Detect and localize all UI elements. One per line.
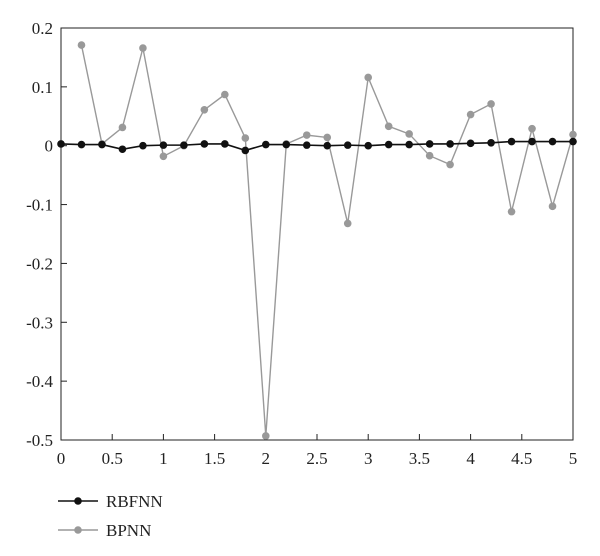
data-point-rbfnn xyxy=(57,140,65,148)
data-point-bpnn xyxy=(139,44,147,52)
x-tick-label: 3.5 xyxy=(409,449,430,468)
series-layer xyxy=(57,41,577,440)
data-point-bpnn xyxy=(528,124,536,133)
y-tick-label: 0 xyxy=(45,137,54,156)
legend: RBFNN BPNN xyxy=(58,492,163,540)
data-point-rbfnn xyxy=(241,146,250,155)
x-tick-label: 4 xyxy=(466,449,475,468)
data-point-rbfnn xyxy=(487,138,495,147)
y-tick-label: -0.4 xyxy=(26,372,53,391)
data-point-rbfnn xyxy=(405,140,413,149)
x-tick-label: 1 xyxy=(159,449,168,468)
x-tick-label: 4.5 xyxy=(511,449,532,468)
x-tick-label: 0 xyxy=(57,449,66,468)
data-point-rbfnn xyxy=(528,137,536,146)
x-tick-label: 5 xyxy=(569,449,578,468)
y-tick-label: 0.2 xyxy=(32,19,53,38)
y-tick-label: 0.1 xyxy=(32,78,53,97)
plot-area-border xyxy=(60,27,574,441)
data-point-rbfnn xyxy=(262,140,270,149)
data-point-rbfnn xyxy=(466,139,475,148)
data-point-rbfnn xyxy=(221,140,229,148)
x-tick-label: 1.5 xyxy=(204,449,225,468)
data-point-rbfnn xyxy=(98,140,106,149)
y-tick-label: -0.1 xyxy=(26,196,53,215)
data-point-bpnn xyxy=(118,123,127,132)
y-tick-label: -0.2 xyxy=(26,254,53,273)
y-tick-label: -0.3 xyxy=(26,313,53,332)
data-point-rbfnn xyxy=(159,141,168,149)
data-point-bpnn xyxy=(302,131,311,139)
data-point-bpnn xyxy=(221,90,229,99)
data-point-rbfnn xyxy=(343,141,352,149)
data-point-rbfnn xyxy=(118,145,127,154)
data-point-bpnn xyxy=(159,152,168,161)
data-point-bpnn xyxy=(262,432,270,440)
data-point-rbfnn xyxy=(569,137,577,146)
data-point-bpnn xyxy=(446,160,454,169)
data-point-bpnn xyxy=(548,202,557,211)
x-tick-label: 2 xyxy=(262,449,271,468)
data-point-bpnn xyxy=(405,130,413,138)
data-point-rbfnn xyxy=(548,137,557,146)
data-point-rbfnn xyxy=(507,137,516,146)
data-point-bpnn xyxy=(487,100,495,108)
data-point-bpnn xyxy=(200,106,209,114)
data-point-bpnn xyxy=(364,73,373,82)
legend-marker-rbfnn xyxy=(74,497,82,505)
data-point-rbfnn xyxy=(180,141,188,149)
data-point-bpnn xyxy=(384,122,393,131)
data-point-bpnn xyxy=(466,110,475,119)
data-point-bpnn xyxy=(507,207,516,216)
data-point-rbfnn xyxy=(200,140,209,148)
data-point-rbfnn xyxy=(323,141,332,150)
series-line-rbfnn xyxy=(60,140,573,152)
data-point-bpnn xyxy=(77,41,86,49)
x-axis-ticks: 0 0.5 1 1.5 2 2.5 3 3.5 4 4.5 5 xyxy=(57,434,578,468)
x-tick-label: 3 xyxy=(364,449,373,468)
data-point-bpnn xyxy=(569,130,577,139)
data-point-bpnn xyxy=(323,133,332,142)
x-tick-label: 2.5 xyxy=(306,449,327,468)
series-rbfnn xyxy=(57,137,577,155)
y-tick-label: -0.5 xyxy=(26,431,53,450)
plot-frame xyxy=(60,27,574,441)
legend-label-rbfnn: RBFNN xyxy=(106,492,163,511)
data-point-rbfnn xyxy=(384,140,393,149)
data-point-rbfnn xyxy=(425,140,434,148)
x-tick-label: 0.5 xyxy=(102,449,123,468)
data-point-bpnn xyxy=(425,151,434,160)
series-line-bpnn xyxy=(80,44,574,436)
data-point-bpnn xyxy=(241,134,250,142)
data-point-rbfnn xyxy=(446,140,454,148)
data-point-bpnn xyxy=(343,219,352,228)
data-point-rbfnn xyxy=(282,140,291,149)
legend-marker-bpnn xyxy=(74,526,82,534)
data-point-rbfnn xyxy=(139,141,147,150)
data-point-rbfnn xyxy=(364,141,373,150)
legend-label-bpnn: BPNN xyxy=(106,521,151,540)
y-axis-ticks: 0.2 0.1 0 -0.1 -0.2 -0.3 -0.4 -0.5 xyxy=(26,19,67,450)
data-point-rbfnn xyxy=(77,140,86,149)
series-bpnn xyxy=(77,41,577,440)
data-point-rbfnn xyxy=(302,141,311,149)
